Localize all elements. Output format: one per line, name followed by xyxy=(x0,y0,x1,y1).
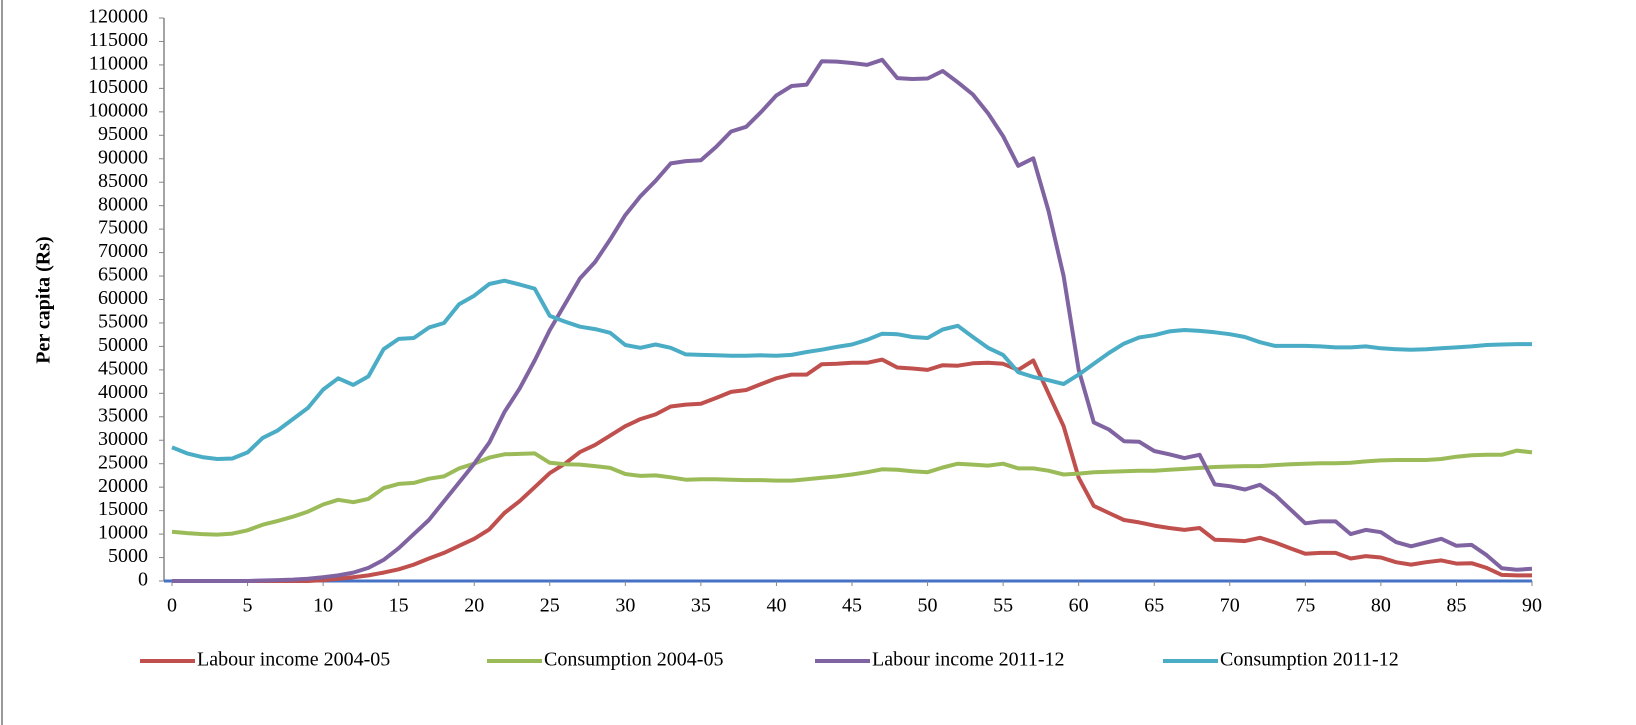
y-tick-label: 75000 xyxy=(98,217,148,239)
x-tick-label: 80 xyxy=(1371,595,1391,617)
x-tick-label: 85 xyxy=(1446,595,1466,617)
legend-label: Consumption 2004-05 xyxy=(544,649,723,671)
x-tick-label: 10 xyxy=(313,595,333,617)
x-tick-label: 0 xyxy=(167,595,177,617)
y-tick-label: 80000 xyxy=(98,193,148,215)
x-tick-label: 90 xyxy=(1522,595,1542,617)
y-tick-label: 90000 xyxy=(98,146,148,168)
legend-label: Consumption 2011-12 xyxy=(1220,649,1399,671)
legend-label: Labour income 2004-05 xyxy=(197,649,390,671)
x-tick-label: 40 xyxy=(766,595,786,617)
x-tick-label: 35 xyxy=(691,595,711,617)
x-tick-label: 20 xyxy=(464,595,484,617)
x-tick-label: 75 xyxy=(1295,595,1315,617)
x-tick-label: 25 xyxy=(540,595,560,617)
y-tick-label: 110000 xyxy=(89,53,148,75)
x-tick-label: 70 xyxy=(1220,595,1240,617)
x-tick-label: 60 xyxy=(1069,595,1089,617)
y-tick-label: 5000 xyxy=(108,545,148,567)
y-tick-label: 20000 xyxy=(98,475,148,497)
y-tick-label: 10000 xyxy=(98,522,148,544)
x-tick-label: 55 xyxy=(993,595,1013,617)
y-tick-label: 35000 xyxy=(98,404,148,426)
series-line xyxy=(171,448,1533,537)
x-tick-label: 65 xyxy=(1144,595,1164,617)
legend-label: Labour income 2011-12 xyxy=(872,649,1065,671)
x-tick-label: 15 xyxy=(389,595,409,617)
y-tick-label: 95000 xyxy=(98,123,148,145)
y-tick-label: 25000 xyxy=(98,451,148,473)
y-tick-label: 120000 xyxy=(88,6,148,28)
y-tick-label: 30000 xyxy=(98,428,148,450)
y-tick-label: 70000 xyxy=(98,240,148,262)
y-tick-label: 40000 xyxy=(98,381,148,403)
y-tick-label: 15000 xyxy=(98,498,148,520)
y-tick-label: 65000 xyxy=(98,264,148,286)
series-line xyxy=(172,57,1533,583)
y-tick-label: 115000 xyxy=(89,29,148,51)
x-tick-label: 50 xyxy=(918,595,938,617)
x-tick-label: 45 xyxy=(842,595,862,617)
x-tick-label: 5 xyxy=(243,595,253,617)
y-tick-label: 60000 xyxy=(98,287,148,309)
series-line xyxy=(171,278,1532,461)
x-tick-label: 30 xyxy=(615,595,635,617)
series-line xyxy=(172,357,1532,583)
y-tick-label: 105000 xyxy=(88,76,148,98)
y-tick-label: 85000 xyxy=(98,170,148,192)
y-tick-label: 45000 xyxy=(98,357,148,379)
y-tick-label: 50000 xyxy=(98,334,148,356)
y-tick-label: 100000 xyxy=(88,99,148,121)
y-tick-label: 0 xyxy=(138,569,148,591)
y-axis-title: Per capita (Rs) xyxy=(33,236,55,363)
y-tick-label: 55000 xyxy=(98,311,148,333)
